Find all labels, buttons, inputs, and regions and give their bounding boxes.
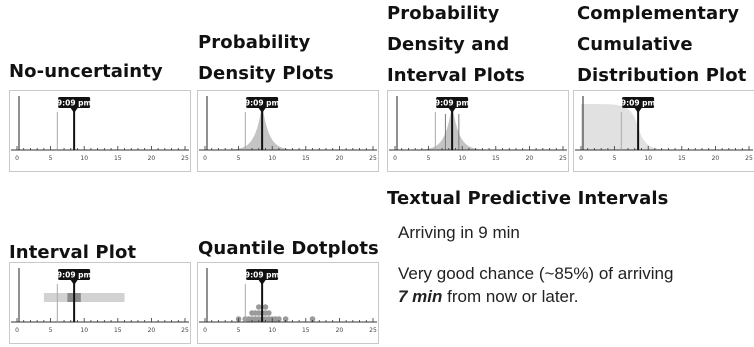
- time-label-box: [58, 97, 91, 108]
- tick-label: 5: [49, 327, 53, 334]
- tick-label: 5: [613, 155, 617, 162]
- chart-pdf-interval: 0 5 10 15 20 25 9:09 pm: [387, 90, 569, 172]
- panel-frame: [197, 262, 379, 344]
- time-label-box: [246, 97, 279, 108]
- tick-label: 25: [745, 155, 753, 162]
- prediction-pointer: [634, 108, 642, 113]
- tick-label: 15: [302, 155, 310, 162]
- tick-label: 25: [559, 155, 567, 162]
- tick-label: 10: [458, 155, 466, 162]
- quantile-dot: [309, 316, 316, 322]
- tick-label: 0: [579, 155, 583, 162]
- tick-label: 20: [526, 155, 534, 162]
- chance-suffix: from now or later.: [442, 287, 579, 306]
- panel-no-uncertainty: 0 5 10 15 20 25 9:09 pm: [9, 90, 191, 172]
- title-pdf-interval: Probability Density and Interval Plots: [387, 3, 525, 86]
- tick-label: 25: [369, 327, 377, 334]
- tick-label: 0: [203, 155, 207, 162]
- time-label: 9:09 pm: [57, 271, 92, 280]
- tick-label: 10: [268, 327, 276, 334]
- time-label: 9:09 pm: [57, 99, 92, 108]
- time-label-box: [436, 97, 469, 108]
- tick-label: 20: [148, 155, 156, 162]
- tick-label: 20: [336, 327, 344, 334]
- chart-no-uncertainty: 0 5 10 15 20 25 9:09 pm: [9, 90, 191, 172]
- chance-bold: 7 min: [398, 287, 443, 306]
- time-label: 9:09 pm: [245, 99, 280, 108]
- chart-interval: 0 5 10 15 20 25 9:09 pm: [9, 262, 191, 344]
- panel-pdf: 0 5 10 15 20 25 9:09 pm: [197, 90, 379, 172]
- chance-text: Very good chance (~85%) of arriving 7 mi…: [398, 262, 754, 308]
- tick-label: 15: [678, 155, 686, 162]
- title-pdf: Probability Density Plots: [198, 32, 334, 84]
- tick-label: 10: [80, 327, 88, 334]
- panel-frame: [9, 90, 191, 172]
- tick-label: 25: [369, 155, 377, 162]
- tick-label: 0: [203, 327, 207, 334]
- tick-label: 15: [114, 327, 122, 334]
- tick-label: 20: [148, 327, 156, 334]
- ccdf-area: [581, 104, 749, 150]
- title-interval: Interval Plot: [9, 242, 137, 263]
- time-label: 9:09 pm: [621, 99, 656, 108]
- prediction-pointer: [258, 280, 266, 285]
- panel-frame: [197, 90, 379, 172]
- tick-label: 10: [268, 155, 276, 162]
- tick-label: 5: [237, 327, 241, 334]
- prediction-pointer: [258, 108, 266, 113]
- title-no-uncertainty: No-uncertainty: [9, 61, 163, 82]
- tick-label: 0: [393, 155, 397, 162]
- chart-ccdf: 0 5 10 15 20 25 9:09 pm: [573, 90, 754, 172]
- prediction-pointer: [70, 280, 78, 285]
- tick-label: 5: [427, 155, 431, 162]
- time-label-box: [246, 269, 279, 280]
- chart-pdf: 0 5 10 15 20 25 9:09 pm: [197, 90, 379, 172]
- quantile-dot: [276, 316, 282, 322]
- quantile-dot: [266, 310, 272, 316]
- prediction-pointer: [448, 108, 456, 113]
- tick-label: 20: [336, 155, 344, 162]
- quantile-dot: [282, 316, 289, 322]
- tick-label: 15: [114, 155, 122, 162]
- time-label-box: [58, 269, 91, 280]
- quantile-dot: [262, 304, 269, 310]
- tick-label: 5: [49, 155, 53, 162]
- panel-frame: [387, 90, 569, 172]
- chart-dotplot: 0 5 10 15 20 25 9:09 pm: [197, 262, 379, 344]
- tick-label: 5: [237, 155, 241, 162]
- panel-ccdf: 0 5 10 15 20 25 9:09 pm: [573, 90, 754, 172]
- tick-label: 0: [15, 327, 19, 334]
- arriving-text: Arriving in 9 min: [398, 223, 520, 242]
- title-ccdf: Complementary Cumulative Distribution Pl…: [577, 3, 747, 86]
- time-label: 9:09 pm: [435, 99, 470, 108]
- tick-label: 0: [15, 155, 19, 162]
- tick-label: 15: [302, 327, 310, 334]
- title-textual: Textual Predictive Intervals: [387, 188, 669, 209]
- time-label-box: [622, 97, 655, 108]
- quantile-dot: [255, 304, 262, 310]
- chance-prefix: Very good chance (~85%) of arriving: [398, 264, 674, 283]
- tick-label: 10: [80, 155, 88, 162]
- panel-dotplot: 0 5 10 15 20 25 9:09 pm: [197, 262, 379, 344]
- interval-outer-bar: [43, 293, 125, 302]
- tick-label: 10: [644, 155, 652, 162]
- panel-frame: [9, 262, 191, 344]
- panel-pdf-interval: 0 5 10 15 20 25 9:09 pm: [387, 90, 569, 172]
- tick-label: 15: [492, 155, 500, 162]
- title-dotplot: Quantile Dotplots: [198, 238, 379, 259]
- tick-label: 25: [181, 327, 189, 334]
- time-label: 9:09 pm: [245, 271, 280, 280]
- prediction-pointer: [70, 108, 78, 113]
- tick-label: 25: [181, 155, 189, 162]
- tick-label: 20: [712, 155, 720, 162]
- panel-interval: 0 5 10 15 20 25 9:09 pm: [9, 262, 191, 344]
